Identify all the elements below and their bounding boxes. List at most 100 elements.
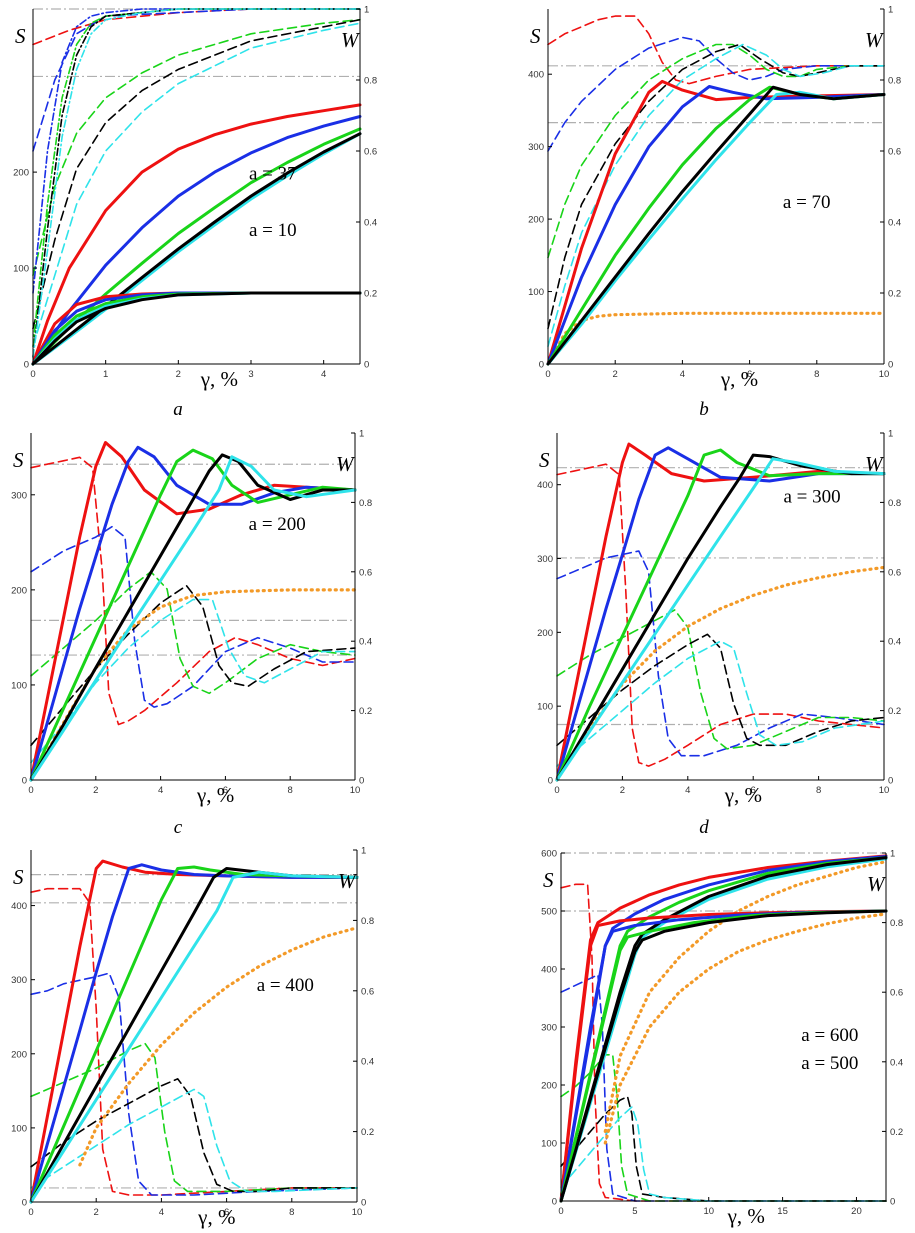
y-left-tick-label: 300	[11, 975, 27, 986]
series-line-red-solid	[555, 442, 886, 782]
y-right-tick-label: 0.4	[364, 218, 377, 229]
x-tick-label: 4	[158, 785, 163, 796]
series-line-orange-dotted	[603, 912, 888, 1145]
y-left-tick-label: 200	[13, 168, 29, 179]
y-right-tick-label: 0	[361, 1198, 366, 1209]
series-line-blue-solid	[29, 863, 359, 1204]
x-axis-label: γ, %	[720, 367, 758, 391]
x-tick-label: 5	[632, 1206, 637, 1217]
x-tick-label: 6	[751, 785, 756, 796]
y-right-axis-label: W	[338, 869, 358, 893]
y-right-tick-label: 0.6	[364, 147, 377, 158]
series-line-black-dashed	[556, 633, 885, 747]
x-tick-label: 1	[103, 369, 108, 380]
series-line-blue-solid	[546, 85, 886, 366]
series-line-green-dashed	[547, 43, 885, 259]
y-right-tick-label: 0.4	[359, 637, 372, 648]
y-right-tick-label: 0.2	[359, 706, 372, 717]
annotation-label: a = 600	[801, 1025, 858, 1046]
caption-b: b	[699, 399, 709, 420]
y-right-tick-label: 0.2	[890, 1127, 903, 1138]
y-right-tick-label: 0.6	[888, 147, 901, 158]
y-right-tick-label: 0.6	[361, 986, 374, 997]
series-line-cyan-dashed	[30, 598, 356, 764]
y-right-tick-label: 0.8	[888, 498, 901, 509]
y-left-tick-label: 0	[548, 776, 553, 787]
y-left-tick-label: 100	[541, 1139, 557, 1150]
x-tick-label: 0	[28, 1207, 33, 1218]
y-right-tick-label: 0.4	[888, 637, 901, 648]
series-line-red-solid	[31, 103, 362, 366]
x-tick-label: 2	[613, 369, 618, 380]
series-line-cyan-solid	[29, 870, 359, 1204]
x-tick-label: 10	[352, 1207, 363, 1218]
x-tick-label: 10	[879, 369, 890, 380]
x-tick-label: 6	[224, 1207, 229, 1218]
y-right-tick-label: 0.8	[364, 76, 377, 87]
series-line-black-dashed	[547, 43, 885, 330]
y-right-axis-label: W	[865, 452, 885, 476]
x-tick-label: 6	[223, 785, 228, 796]
y-left-axis-label: S	[13, 448, 24, 472]
chart-a: 0 1 2 3 4 0 100 200 0 0.2 0.4 0.6 0.8 1 S Wγ, % a = 37 a …	[13, 5, 377, 392]
series-line-blue-dashed	[30, 525, 356, 708]
series-line-blue-dashed	[30, 972, 358, 1196]
y-left-tick-label: 0	[22, 1198, 27, 1209]
series-line-blue-solid	[555, 446, 886, 782]
x-tick-label: 10	[350, 785, 361, 796]
x-tick-label: 10	[879, 785, 890, 796]
series-line-black-dashed	[32, 18, 361, 330]
series-line-cyan-dashdot	[32, 8, 361, 358]
y-left-axis-label: S	[13, 865, 24, 889]
y-left-tick-label: 200	[11, 1049, 27, 1060]
series-line-orange-dotted	[546, 311, 886, 366]
y-right-tick-label: 0.4	[890, 1057, 903, 1068]
y-right-tick-label: 0.8	[361, 916, 374, 927]
x-tick-label: 2	[176, 369, 181, 380]
series-line-green-solid	[546, 85, 886, 366]
series-line-black-solid	[31, 291, 362, 366]
y-right-tick-label: 1	[359, 429, 364, 440]
x-axis-label: γ, %	[724, 783, 762, 807]
series-line-cyan-solid	[546, 90, 886, 366]
series-line-green-dashed	[30, 571, 356, 695]
y-left-tick-label: 400	[541, 965, 557, 976]
series-line-blue-dashed	[560, 974, 887, 1202]
y-left-tick-label: 200	[528, 215, 544, 226]
y-right-tick-label: 1	[888, 5, 893, 16]
y-right-axis-label: W	[341, 28, 361, 52]
y-left-tick-label: 200	[541, 1081, 557, 1092]
series-line-red-dashed	[30, 887, 358, 1196]
y-right-tick-label: 0.2	[888, 289, 901, 300]
series-line-cyan-solid	[31, 132, 362, 366]
series-line-cyan-dashed	[32, 22, 361, 348]
y-right-tick-label: 0	[888, 360, 893, 371]
y-left-axis-label: S	[530, 24, 541, 48]
y-left-tick-label: 400	[528, 70, 544, 81]
y-right-tick-label: 0.8	[888, 76, 901, 87]
x-tick-label: 0	[545, 369, 550, 380]
series-line-black-solid	[559, 909, 888, 1203]
y-left-tick-label: 500	[541, 907, 557, 918]
y-left-tick-label: 300	[11, 490, 27, 501]
x-tick-label: 2	[93, 785, 98, 796]
x-tick-label: 20	[851, 1206, 862, 1217]
y-left-axis-label: S	[15, 24, 26, 48]
y-right-tick-label: 0.2	[364, 289, 377, 300]
y-right-tick-label: 0.6	[888, 567, 901, 578]
series-line-red-dashed	[32, 8, 361, 46]
y-right-axis-label: W	[865, 28, 885, 52]
x-tick-label: 0	[28, 785, 33, 796]
annotation-label: a = 500	[801, 1053, 858, 1074]
y-left-tick-label: 400	[11, 901, 27, 912]
series-line-red-solid	[546, 79, 886, 366]
y-right-tick-label: 0	[888, 776, 893, 787]
y-right-axis-label: W	[867, 872, 887, 896]
series-line-red-dashed	[547, 15, 885, 85]
annotation-label: a = 10	[249, 220, 297, 241]
